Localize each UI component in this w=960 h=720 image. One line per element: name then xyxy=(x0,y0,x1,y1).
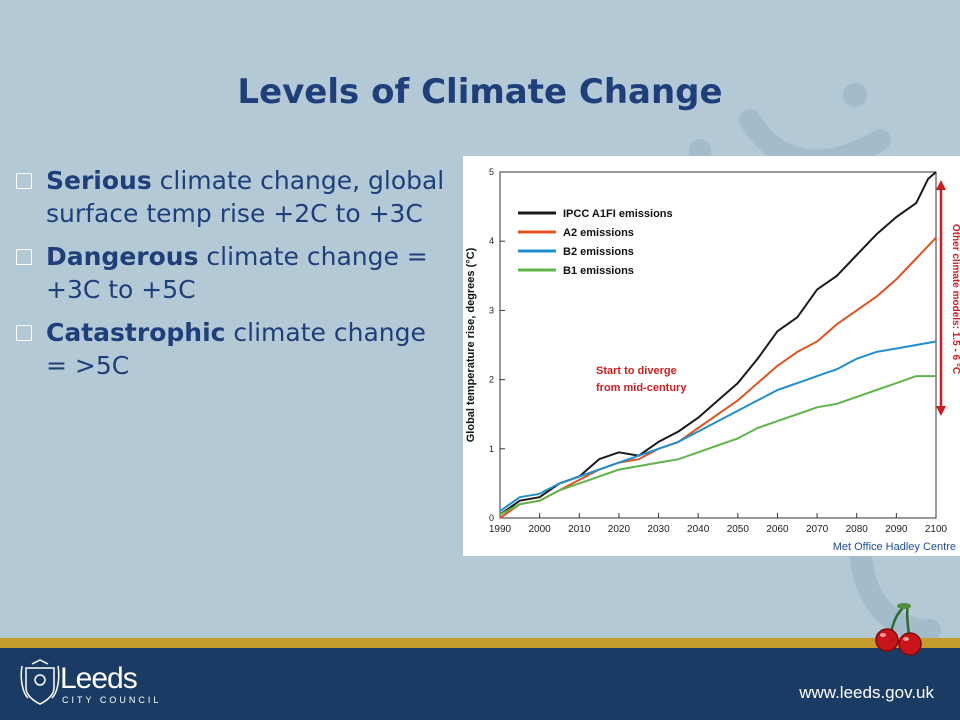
x-tick-label: 2070 xyxy=(806,524,829,535)
bullet-box-icon xyxy=(16,173,32,189)
bullet-box-icon xyxy=(16,249,32,265)
slide-title: Levels of Climate Change xyxy=(237,72,723,112)
x-tick-label: 2040 xyxy=(687,524,710,535)
temperature-chart: 1990 2000 2010 2020 2030 2040 2050 2060 2070 2080… xyxy=(465,167,960,553)
y-axis-label: Global temperature rise, degrees (°C) xyxy=(465,247,477,442)
range-arrow-head-top xyxy=(936,180,946,190)
y-tick-label: 0 xyxy=(489,513,494,523)
logo-subtitle: CITY COUNCIL xyxy=(62,695,162,705)
y-tick-label: 3 xyxy=(489,305,494,315)
legend-label: B2 emissions xyxy=(563,246,634,258)
y-tick-label: 2 xyxy=(489,375,494,385)
bullet-text: climate change = +3C to +5C xyxy=(46,242,428,304)
x-tick-label: 2030 xyxy=(647,524,670,535)
legend-label: A2 emissions xyxy=(563,227,634,239)
y-tick-label: 5 xyxy=(489,167,494,177)
footer-bar xyxy=(0,648,960,720)
bullet-item: Serious climate change, global surface t… xyxy=(14,164,454,230)
bullet-text: climate change, global surface temp rise… xyxy=(46,166,445,228)
chart-credit: Met Office Hadley Centre xyxy=(833,541,956,553)
bullet-item: Dangerous climate change = +3C to +5C xyxy=(14,240,454,306)
range-label: Other climate models: 1.5 - 6 °C xyxy=(950,224,960,374)
temperature-chart-panel: 1990 2000 2010 2020 2030 2040 2050 2060 2070 2080… xyxy=(463,156,960,556)
series-line xyxy=(499,237,937,519)
legend-label: IPCC A1FI emissions xyxy=(563,208,673,220)
bullet-text: climate change = >5C xyxy=(46,318,426,380)
leeds-crest-icon xyxy=(20,659,60,705)
series-line xyxy=(499,375,936,516)
bullet-list: Serious climate change, global surface t… xyxy=(14,164,454,392)
x-tick-label: 2060 xyxy=(766,524,789,535)
logo-wordmark: Leeds xyxy=(60,662,138,695)
x-tick-label: 2080 xyxy=(846,524,869,535)
series-line xyxy=(499,171,937,516)
bullet-box-icon xyxy=(16,325,32,341)
website-link[interactable]: www.leeds.gov.uk xyxy=(799,683,934,702)
y-tick-label: 4 xyxy=(489,236,494,246)
bullet-bold: Serious xyxy=(46,166,152,195)
x-tick-label: 2020 xyxy=(608,524,631,535)
x-tick-label: 1990 xyxy=(489,524,512,535)
bullet-bold: Catastrophic xyxy=(46,318,226,347)
legend-label: B1 emissions xyxy=(563,265,634,277)
x-tick-label: 2000 xyxy=(529,524,552,535)
footer-accent-strip xyxy=(0,638,960,648)
series-line xyxy=(499,340,937,512)
range-arrow-head-bottom xyxy=(936,406,946,416)
x-tick-label: 2050 xyxy=(727,524,750,535)
x-tick-label: 2090 xyxy=(885,524,908,535)
bullet-bold: Dangerous xyxy=(46,242,199,271)
x-tick-label: 2010 xyxy=(568,524,591,535)
bullet-item: Catastrophic climate change = >5C xyxy=(14,316,454,382)
y-tick-label: 1 xyxy=(489,444,494,454)
annotation-text: from mid-century xyxy=(596,382,687,394)
x-tick-label: 2100 xyxy=(925,524,948,535)
plot-frame xyxy=(499,171,937,519)
annotation-text: Start to diverge xyxy=(596,365,677,377)
cherries-icon xyxy=(875,602,922,656)
